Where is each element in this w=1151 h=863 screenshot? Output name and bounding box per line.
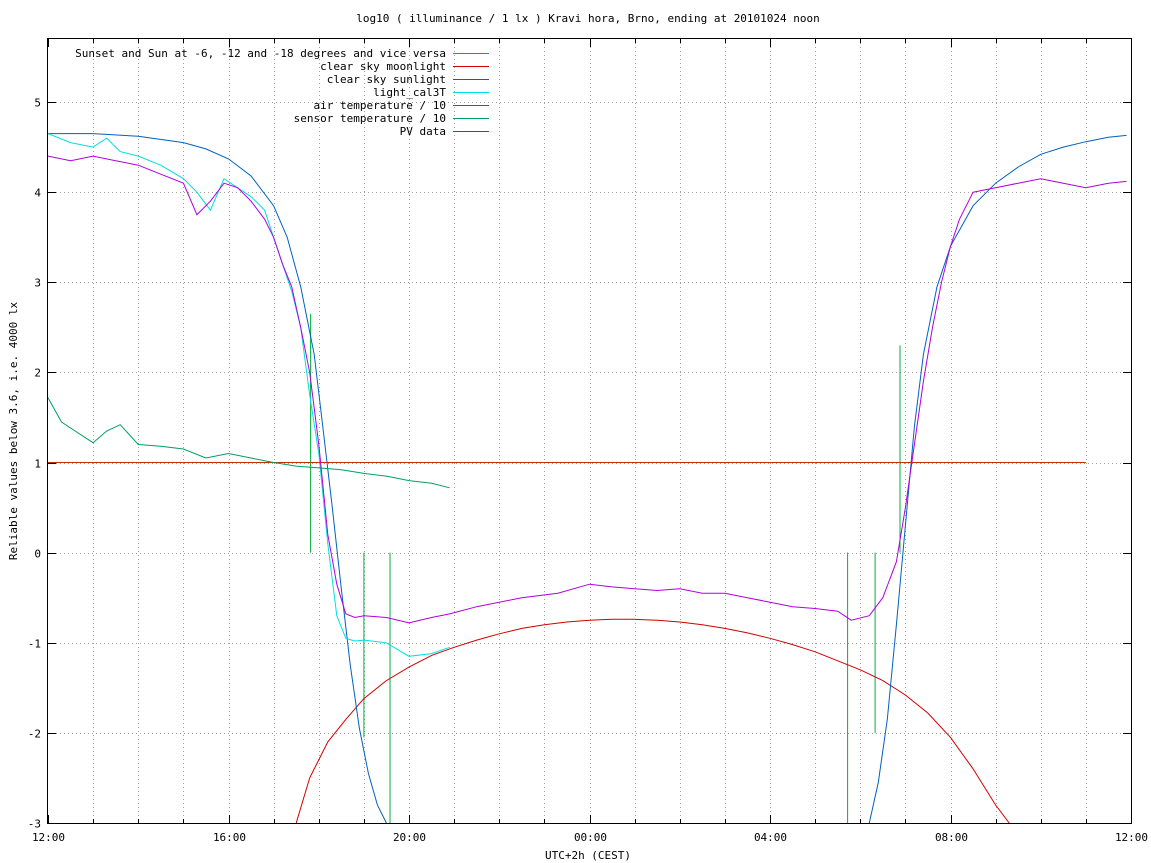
y-tick-label: 2 (34, 367, 41, 380)
legend-label: light_cal3T (373, 86, 446, 99)
grid (48, 39, 1131, 823)
series-clear-sky-sunlight-line (48, 133, 1127, 823)
y-tick-label: 5 (34, 97, 41, 110)
legend: Sunset and Sun at -6, -12 and -18 degree… (75, 47, 489, 138)
x-tick-label: 12:00 (32, 831, 65, 844)
legend-label: sensor temperature / 10 (294, 112, 446, 125)
y-tick-label: -1 (28, 638, 41, 651)
x-axis-label: UTC+2h (CEST) (545, 849, 631, 862)
y-tick-label: 1 (34, 458, 41, 471)
x-tick-label: 00:00 (574, 831, 607, 844)
legend-label: Sunset and Sun at -6, -12 and -18 degree… (75, 47, 446, 60)
y-tick-label: 4 (34, 187, 41, 200)
series-light-cal3t-line (48, 133, 450, 657)
series-sensor-temperature-10-line (48, 397, 450, 489)
legend-label: clear sky sunlight (327, 73, 446, 86)
y-axis-label: Reliable values below 3.6, i.e. 4000 lx (7, 301, 20, 560)
series-group (48, 133, 1127, 823)
x-tick-label: 08:00 (935, 831, 968, 844)
axis-ticks: 12:00 16:00 20:00 00:00 04:00 08:00 12:00-3-2-… (28, 39, 1148, 844)
y-tick-label: -2 (28, 728, 41, 741)
y-tick-label: 3 (34, 277, 41, 290)
series-clear-sky-moonlight-line (295, 618, 1010, 823)
x-tick-label: 04:00 (754, 831, 787, 844)
y-tick-label: -3 (28, 818, 41, 831)
x-tick-label: 12:00 (1115, 831, 1148, 844)
x-tick-label: 16:00 (213, 831, 246, 844)
series-pv-data-line (48, 155, 1127, 624)
plot-frame (47, 38, 1132, 824)
legend-label: PV data (400, 125, 446, 138)
legend-label: air temperature / 10 (314, 99, 446, 112)
x-tick-label: 20:00 (393, 831, 426, 844)
legend-label: clear sky moonlight (320, 60, 446, 73)
y-tick-label: 0 (34, 548, 41, 561)
chart-title: log10 ( illuminance / 1 lx ) Kravi hora,… (356, 12, 820, 25)
